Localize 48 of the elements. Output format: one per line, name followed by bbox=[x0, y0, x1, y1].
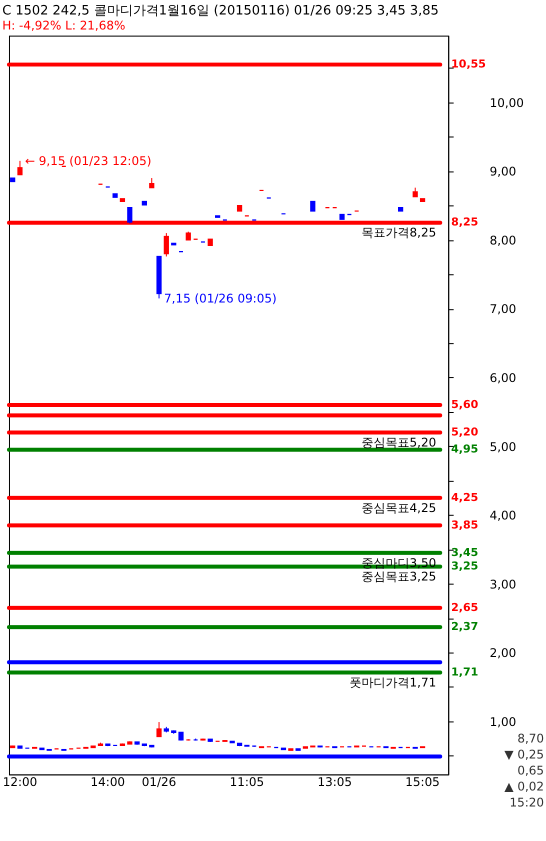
annotation: 목표가격8,25 bbox=[362, 226, 436, 240]
x-tick-label: 01/26 bbox=[142, 774, 176, 789]
candlestick bbox=[149, 178, 154, 188]
text: ▼ 0,25 bbox=[504, 747, 544, 762]
candlestick bbox=[164, 232, 169, 257]
y-tick-label: 10,00 bbox=[490, 96, 524, 110]
candlestick bbox=[310, 200, 316, 212]
candlestick bbox=[156, 722, 162, 738]
annotation: 중심목표5,20 bbox=[362, 435, 436, 450]
ref-line-label: 3,85 bbox=[451, 518, 478, 532]
y-tick-label: 6,00 bbox=[490, 370, 516, 385]
y-tick-label: 3,00 bbox=[490, 577, 516, 592]
text: ▲ 0,02 bbox=[504, 779, 544, 794]
x-tick-label: 15:05 bbox=[405, 774, 440, 789]
ref-line-label: 2,65 bbox=[451, 600, 478, 614]
x-tick-label: 13:05 bbox=[317, 774, 352, 789]
y-tick-label: 8,00 bbox=[490, 233, 516, 248]
y-tick-label: 9,00 bbox=[490, 164, 516, 179]
ref-line-label: 3,45 bbox=[451, 546, 478, 559]
ref-line-label: 5,60 bbox=[451, 398, 479, 411]
y-tick-label: 1,00 bbox=[490, 714, 516, 729]
y-tick-label: 4,00 bbox=[490, 508, 516, 523]
annotation: ← 9,15 (01/23 12:05) bbox=[24, 154, 152, 168]
annotation: 중심목표3,25 bbox=[362, 570, 436, 584]
ref-line-label: 10,55 bbox=[451, 58, 486, 71]
chart-subtitle: H: -4,92% L: 21,68% bbox=[2, 18, 126, 33]
annotation: 7,15 (01/26 09:05) bbox=[164, 291, 277, 306]
ref-line-label: 4,95 bbox=[451, 442, 478, 456]
x-tick-label: 14:00 bbox=[90, 774, 126, 789]
text: 8,70 bbox=[517, 731, 544, 746]
x-tick-label: 11:05 bbox=[230, 774, 264, 789]
y-tick-label: 5,00 bbox=[490, 440, 516, 454]
y-tick-label: 7,00 bbox=[490, 302, 516, 316]
x-tick-label: 12:00 bbox=[2, 774, 38, 789]
ref-line-label: 3,25 bbox=[451, 560, 478, 573]
annotation: 중심목표4,25 bbox=[362, 500, 436, 515]
candlestick bbox=[127, 207, 132, 224]
ref-line-label: 4,25 bbox=[451, 490, 478, 504]
ref-line-label: 2,37 bbox=[451, 620, 478, 634]
text: 15:20 bbox=[510, 795, 544, 810]
chart-title: C 1502 242,5 콜마디가격1월16일 (20150116) 01/26 09:25 3,45 3,85 bbox=[2, 4, 439, 19]
ref-line-label: 8,25 bbox=[451, 216, 478, 229]
text: 0,65 bbox=[517, 763, 544, 778]
y-tick-label: 2,00 bbox=[490, 646, 516, 660]
annotation: 풋마디가격1,71 bbox=[350, 676, 436, 690]
ref-line-label: 1,71 bbox=[451, 666, 478, 679]
ref-line-label: 5,20 bbox=[451, 426, 479, 439]
candlestick bbox=[17, 160, 23, 176]
